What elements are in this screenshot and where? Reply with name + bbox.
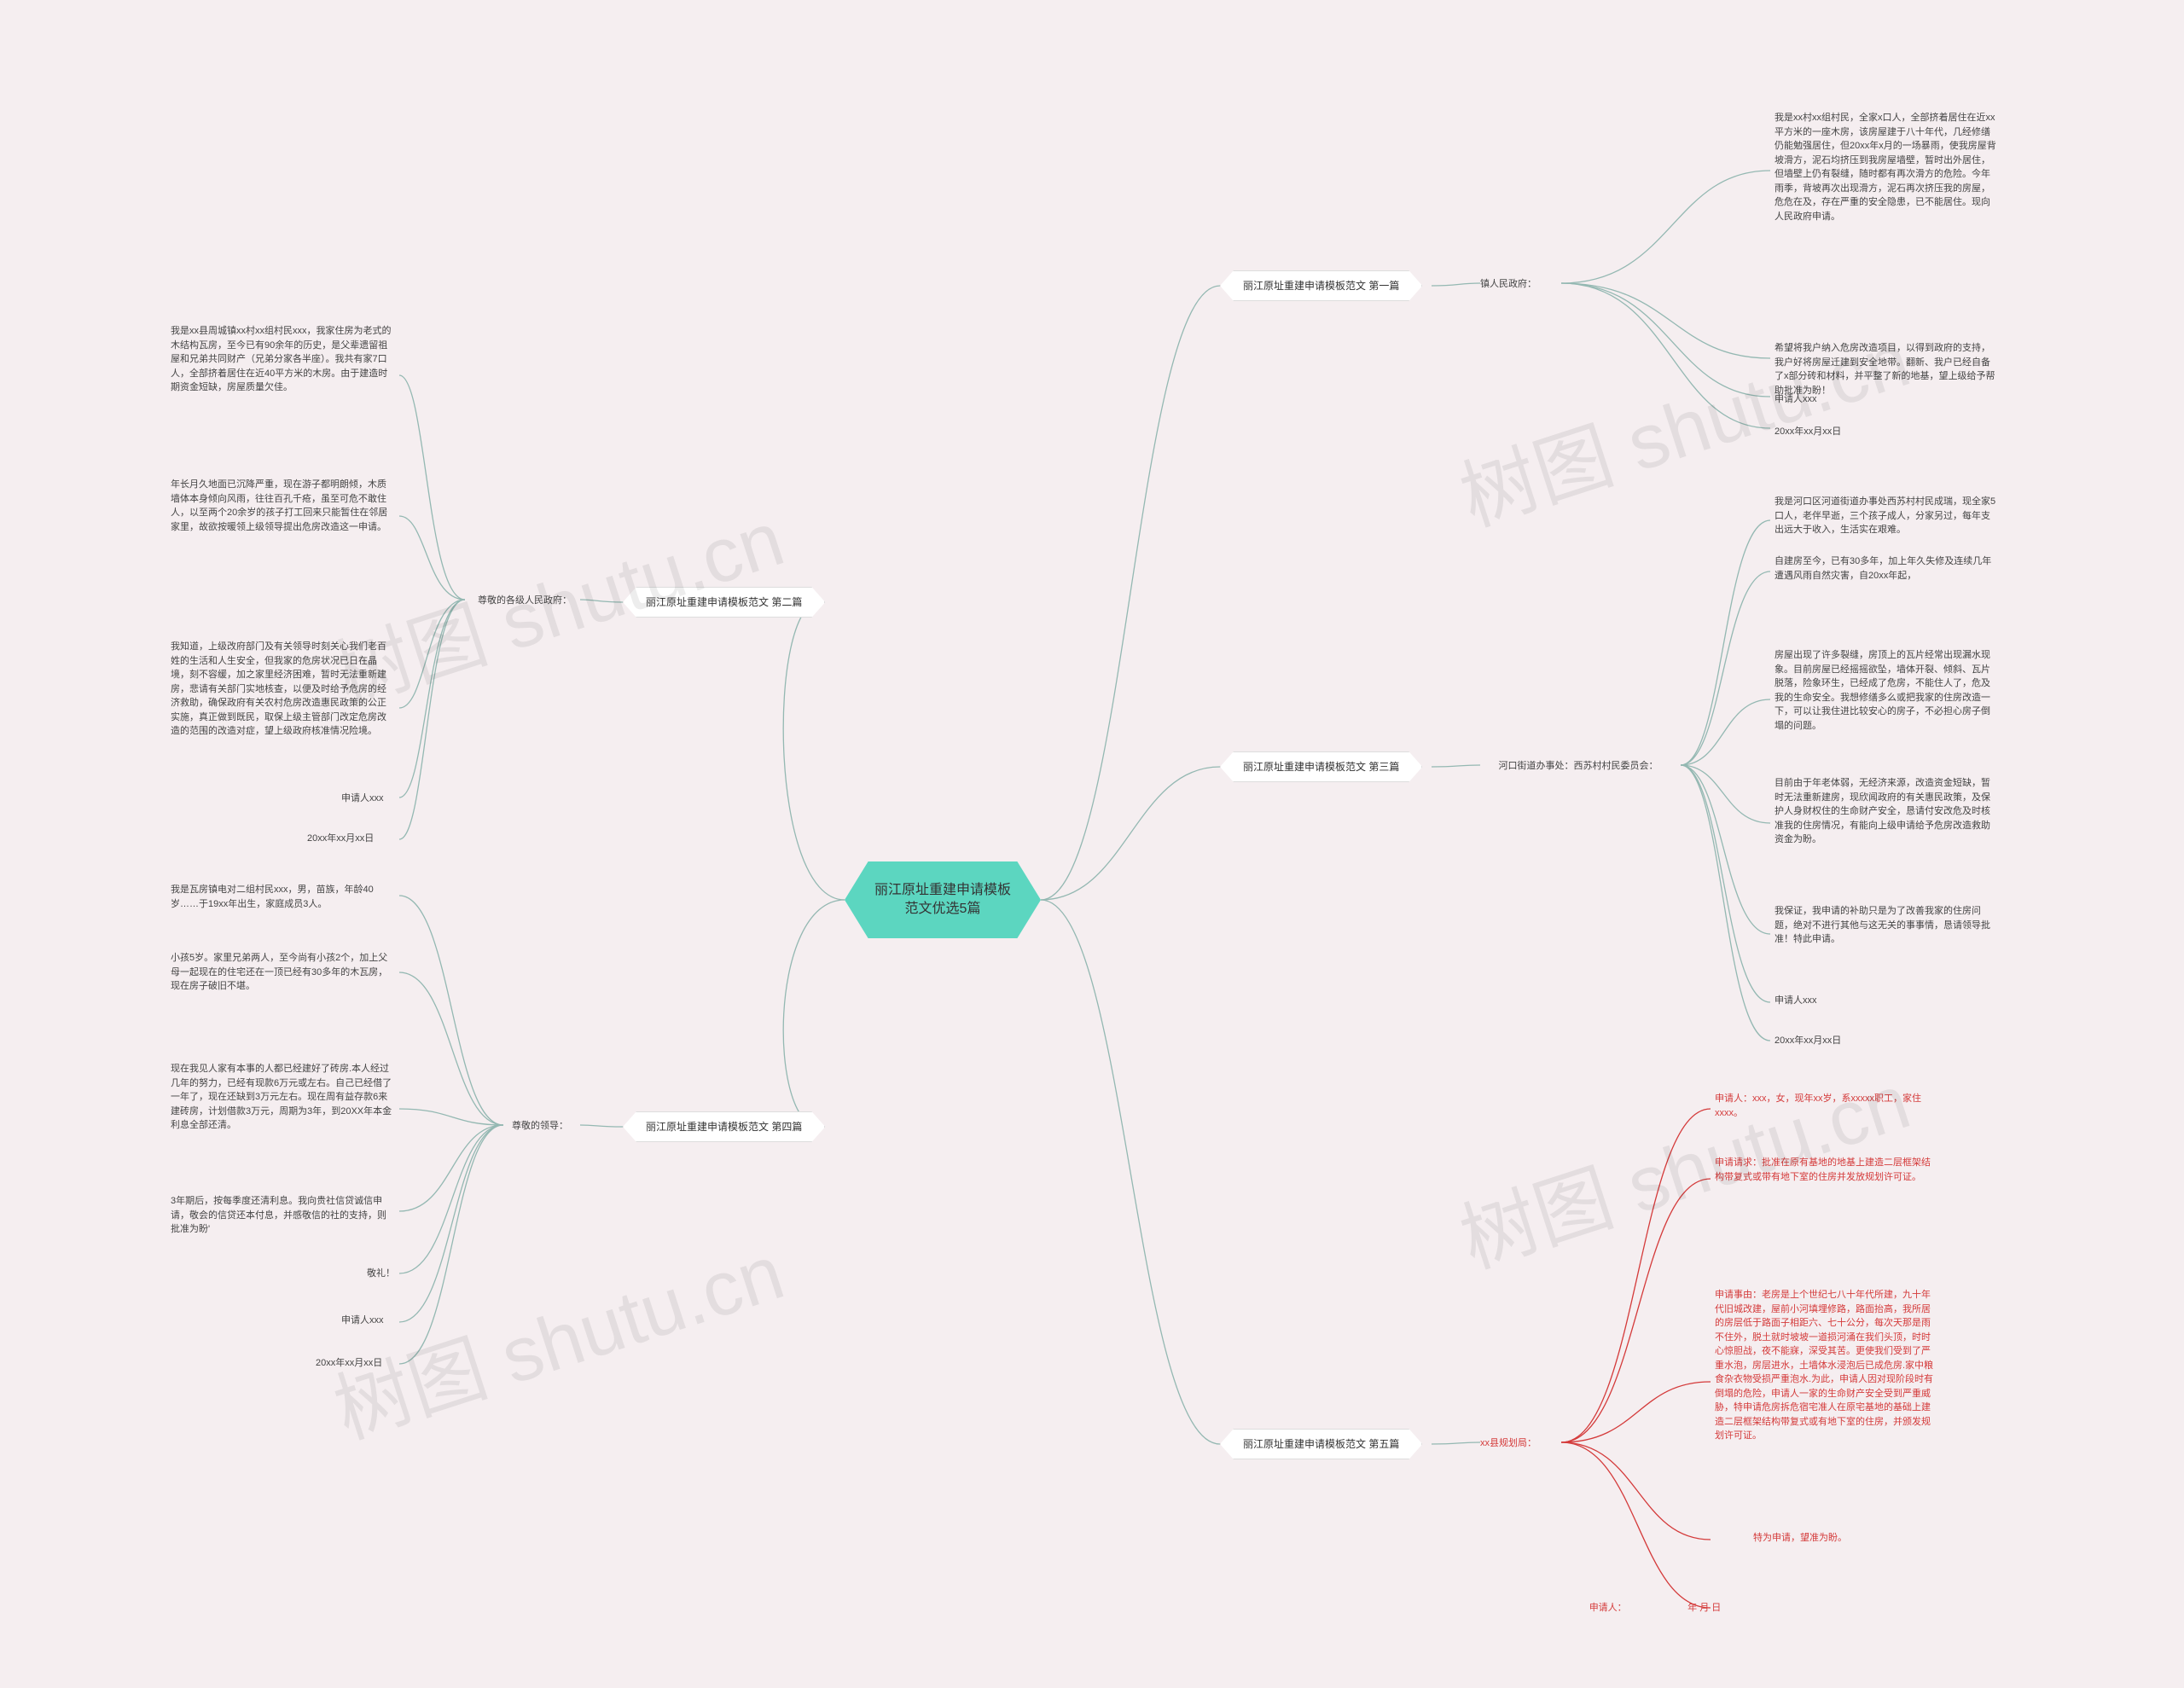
branch-3-leaf-5: 申请人xxx [1774, 994, 1817, 1008]
branch-4-leaf-2: 现在我见人家有本事的人都已经建好了砖房.本人经过几年的努力，已经有现款6万元或左… [171, 1062, 392, 1133]
root-label: 丽江原址重建申请模板范文优选5篇 [868, 881, 1017, 919]
branch-3-leaf-4: 我保证，我申请的补助只是为了改善我家的住房问题，绝对不进行其他与这无关的事事情，… [1774, 904, 1996, 947]
branch-node-2[interactable]: 丽江原址重建申请模板范文 第二篇 [623, 587, 825, 618]
branch-1-sub: 镇人民政府： [1480, 277, 1536, 292]
branch-2-sub: 尊敬的各级人民政府： [478, 594, 572, 608]
branch-1-leaf-0: 我是xx村xx组村民，全家x口人，全部挤着居住在近xx平方米的一座木房，该房屋建… [1774, 111, 1996, 223]
branch-4-sub: 尊敬的领导： [512, 1119, 568, 1134]
branch-4-leaf-1: 小孩5岁。家里兄弟两人，至今尚有小孩2个，加上父母一起现在的住宅还在一顶已经有3… [171, 951, 392, 994]
branch-4-leaf-6: 20xx年xx月xx日 [316, 1356, 382, 1371]
branch-2-leaf-1: 年长月久地面已沉降严重，现在游子都明朗倾，木质墙体本身倾向风雨，往往百孔千疮，虽… [171, 478, 392, 534]
branch-node-1[interactable]: 丽江原址重建申请模板范文 第一篇 [1220, 270, 1422, 301]
branch-4-label: 丽江原址重建申请模板范文 第四篇 [646, 1120, 802, 1134]
branch-4-leaf-3: 3年期后，按每季度还清利息。我向贵社信贷诚信申请，敬会的信贷还本付息，并感敬信的… [171, 1194, 392, 1237]
branch-5-label: 丽江原址重建申请模板范文 第五篇 [1243, 1437, 1399, 1452]
branch-5-sub: xx县规划局： [1480, 1436, 1536, 1451]
branch-5-leaf-3: 特为申请，望准为盼。 [1715, 1531, 1885, 1546]
branch-3-leaf-1: 自建房至今，已有30多年，加上年久失修及连续几年遭遇风雨自然灾害，自20xx年起… [1774, 554, 1996, 583]
branch-1-leaf-3: 20xx年xx月xx日 [1774, 425, 1841, 439]
branch-2-leaf-0: 我是xx县周城镇xx村xx组村民xxx，我家住房为老式的木结构瓦房，至今已有90… [171, 324, 392, 395]
branch-5-leaf-1: 申请请求：批准在原有基地的地基上建造二层框架结构带复式或带有地下室的住房并发放规… [1715, 1156, 1937, 1184]
branch-2-leaf-3: 申请人xxx [341, 792, 384, 806]
branch-1-leaf-2: 申请人xxx [1774, 392, 1817, 407]
branch-2-leaf-4: 20xx年xx月xx日 [307, 832, 374, 846]
branch-1-leaf-1: 希望将我户纳入危房改造项目，以得到政府的支持，我户好将房屋迁建到安全地带。翻新、… [1774, 341, 1996, 397]
branch-2-leaf-2: 我知道，上级改府部门及有关领导时刻关心我们老百姓的生活和人生安全，但我家的危房状… [171, 640, 392, 739]
branch-2-label: 丽江原址重建申请模板范文 第二篇 [646, 595, 802, 610]
branch-5-leaf-0: 申请人：xxx，女，现年xx岁，系xxxxx职工，家住xxxx。 [1715, 1092, 1937, 1120]
branch-4-leaf-0: 我是瓦房镇电对二组村民xxx，男，苗族，年龄40岁……于19xx年出生，家庭成员… [171, 883, 392, 911]
root-node[interactable]: 丽江原址重建申请模板范文优选5篇 [845, 861, 1041, 938]
branch-1-label: 丽江原址重建申请模板范文 第一篇 [1243, 279, 1399, 293]
branch-3-leaf-2: 房屋出现了许多裂缝，房顶上的瓦片经常出现漏水现象。目前房屋已经摇摇欲坠，墙体开裂… [1774, 648, 1996, 733]
branch-node-4[interactable]: 丽江原址重建申请模板范文 第四篇 [623, 1111, 825, 1142]
branch-3-label: 丽江原址重建申请模板范文 第三篇 [1243, 760, 1399, 774]
branch-5-leaf-2: 申请事由：老房是上个世纪七八十年代所建，九十年代旧城改建，屋前小河填埋修路，路面… [1715, 1288, 1937, 1443]
branch-4-leaf-4: 敬礼！ [367, 1267, 395, 1281]
branch-4-leaf-5: 申请人xxx [341, 1314, 384, 1328]
branch-3-leaf-0: 我是河口区河道街道办事处西苏村村民成瑞，现全家5口人，老伴早逝，三个孩子成人，分… [1774, 495, 1996, 537]
branch-3-leaf-6: 20xx年xx月xx日 [1774, 1034, 1841, 1048]
branch-node-3[interactable]: 丽江原址重建申请模板范文 第三篇 [1220, 751, 1422, 782]
watermark-1: 树图 shutu.cn [318, 1210, 795, 1459]
branch-5-leaf-4: 申请人： 年 月 日 [1544, 1601, 1766, 1615]
branch-3-leaf-3: 目前由于年老体弱，无经济来源，改造资金短缺，暂时无法重新建房，现欣闻政府的有关惠… [1774, 776, 1996, 847]
branch-node-5[interactable]: 丽江原址重建申请模板范文 第五篇 [1220, 1429, 1422, 1459]
branch-3-sub: 河口街道办事处：​西苏村村民委员会： [1480, 759, 1676, 774]
